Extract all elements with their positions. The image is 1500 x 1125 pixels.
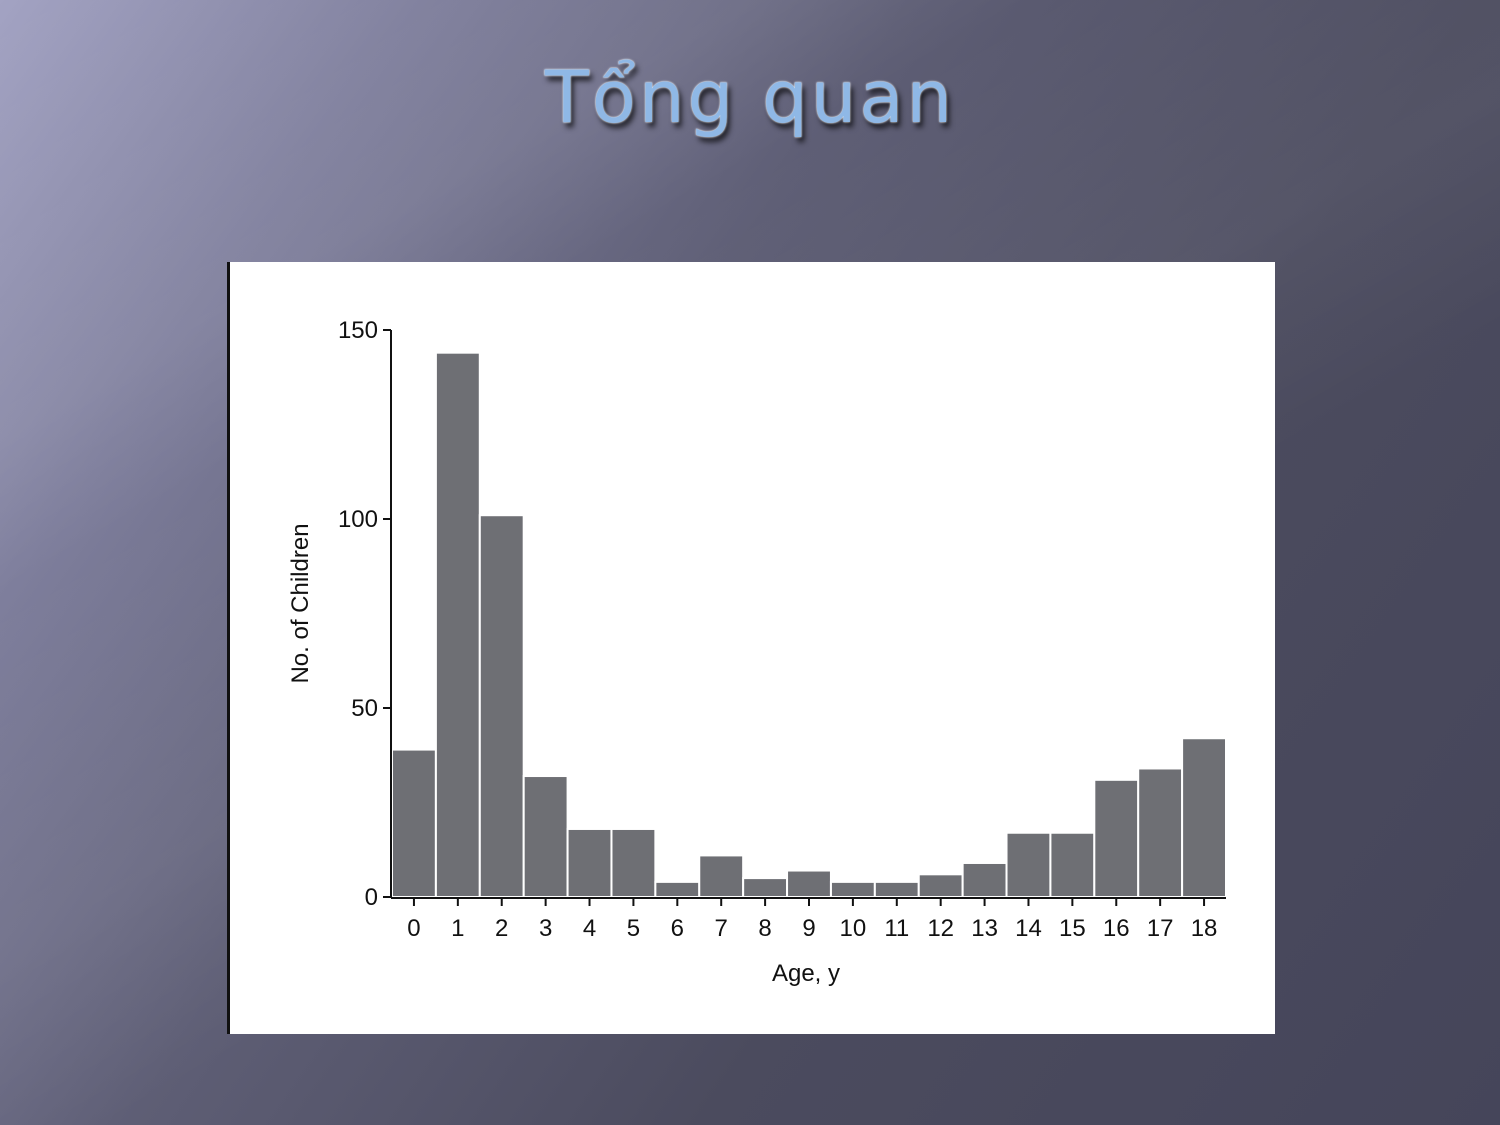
chart-figure: 0 50 100 150 0 1 2 3 4 5 6 7 8 9 10 11 12 13 14 15 16 17 18 A… (227, 262, 1275, 1034)
bar-age-7 (698, 854, 745, 898)
y-ticks-group: 0 50 100 150 (338, 317, 391, 911)
x-tick-label: 10 (840, 915, 867, 942)
y-tick-label: 100 (338, 506, 378, 533)
x-tick-label: 2 (495, 915, 508, 942)
x-ticks-group: 0 1 2 3 4 5 6 7 8 9 10 11 12 13 14 15 16 17 18 (407, 898, 1217, 942)
x-tick-label: 12 (927, 915, 954, 942)
bar-age-11 (873, 880, 920, 899)
bar-age-18 (1181, 737, 1228, 898)
bar-age-4 (566, 827, 613, 899)
x-tick-label: 6 (671, 915, 684, 942)
x-tick-label: 1 (451, 915, 464, 942)
x-tick-label: 14 (1015, 915, 1042, 942)
bar-age-2 (478, 514, 525, 898)
bar-age-12 (917, 873, 964, 899)
bars-group (391, 351, 1228, 899)
bar-age-6 (654, 880, 701, 899)
y-tick-label: 50 (351, 695, 378, 722)
y-tick-label: 150 (338, 317, 378, 344)
bar-age-5 (610, 827, 657, 899)
bar-age-8 (742, 877, 789, 898)
x-tick-label: 0 (407, 915, 420, 942)
bar-age-9 (786, 869, 832, 898)
x-tick-label: 4 (583, 915, 596, 942)
x-tick-label: 8 (758, 915, 771, 942)
bar-age-3 (522, 775, 569, 898)
x-tick-label: 17 (1147, 915, 1174, 942)
bar-age-0 (391, 748, 437, 898)
bar-age-17 (1137, 767, 1184, 899)
slide-title: Tổng quan (544, 55, 956, 139)
x-tick-label: 13 (971, 915, 998, 942)
bar-age-1 (434, 351, 481, 899)
y-axis-label: No. of Children (287, 523, 314, 683)
x-tick-label: 7 (715, 915, 728, 942)
x-tick-label: 15 (1059, 915, 1086, 942)
x-tick-label: 3 (539, 915, 552, 942)
bar-age-16 (1093, 778, 1140, 899)
x-tick-label: 18 (1191, 915, 1218, 942)
bar-age-15 (1049, 831, 1096, 898)
bar-age-13 (961, 861, 1008, 898)
bar-age-10 (829, 880, 876, 899)
y-tick-label: 0 (365, 884, 378, 911)
x-axis-label: Age, y (772, 960, 840, 987)
x-tick-label: 16 (1103, 915, 1130, 942)
x-tick-label: 5 (627, 915, 640, 942)
bar-age-14 (1005, 831, 1052, 898)
x-tick-label: 9 (802, 915, 815, 942)
x-tick-label: 11 (884, 915, 909, 942)
